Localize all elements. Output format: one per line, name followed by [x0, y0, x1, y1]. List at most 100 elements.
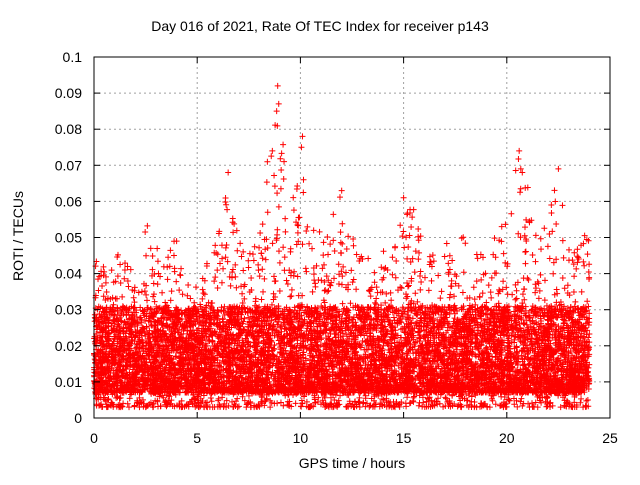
- data-point-plus: [344, 246, 350, 252]
- data-point-plus: [536, 295, 542, 301]
- data-point-plus: [240, 268, 246, 274]
- data-point-plus: [150, 294, 156, 300]
- data-point-plus: [579, 289, 585, 295]
- data-point-plus: [339, 221, 345, 227]
- data-point-plus: [267, 404, 273, 410]
- data-point-plus: [148, 245, 154, 251]
- data-point-plus: [381, 248, 387, 254]
- data-point-plus: [178, 272, 184, 278]
- data-point-plus: [393, 258, 399, 264]
- data-point-plus: [144, 223, 150, 229]
- data-point-plus: [533, 232, 539, 238]
- data-point-plus: [255, 267, 261, 273]
- data-point-plus: [303, 228, 309, 234]
- data-point-plus: [265, 209, 271, 215]
- data-point-plus: [538, 246, 544, 252]
- data-point-plus: [321, 239, 327, 245]
- data-point-plus: [285, 399, 291, 405]
- data-point-plus: [474, 278, 480, 284]
- data-point-plus: [93, 263, 99, 269]
- data-point-plus: [439, 288, 445, 294]
- data-point-plus: [119, 294, 125, 300]
- data-point-plus: [365, 255, 371, 261]
- data-point-plus: [514, 404, 520, 410]
- data-point-plus: [407, 346, 413, 352]
- data-point-plus: [277, 288, 283, 294]
- data-point-plus: [325, 252, 331, 258]
- data-point-plus: [415, 226, 421, 232]
- data-point-plus: [259, 266, 265, 272]
- data-point-plus: [462, 240, 468, 246]
- data-point-plus: [550, 271, 556, 277]
- data-point-plus: [348, 267, 354, 273]
- data-point-plus: [553, 327, 559, 333]
- data-point-plus: [165, 276, 171, 282]
- data-point-plus: [553, 221, 559, 227]
- data-point-plus: [417, 287, 423, 293]
- data-point-plus: [447, 295, 453, 301]
- data-point-plus: [584, 298, 590, 304]
- data-point-plus: [500, 278, 506, 284]
- data-point-plus: [317, 229, 323, 235]
- data-point-plus: [155, 281, 161, 287]
- data-point-plus: [288, 246, 294, 252]
- data-point-plus: [158, 403, 164, 409]
- data-point-plus: [310, 289, 316, 295]
- data-point-plus: [159, 290, 165, 296]
- data-point-plus: [193, 284, 199, 290]
- data-point-plus: [447, 267, 453, 273]
- data-point-plus: [173, 279, 179, 285]
- data-point-plus: [392, 244, 398, 250]
- data-point-plus: [489, 275, 495, 281]
- data-point-plus: [95, 288, 101, 294]
- data-point-plus: [571, 273, 577, 279]
- data-point-plus: [95, 276, 101, 282]
- data-point-plus: [215, 285, 221, 291]
- data-point-plus: [274, 400, 280, 406]
- data-point-plus: [496, 287, 502, 293]
- data-point-plus: [543, 404, 549, 410]
- data-point-plus: [560, 238, 566, 244]
- data-point-plus: [104, 289, 110, 295]
- data-point-plus: [339, 241, 345, 247]
- data-point-plus: [324, 234, 330, 240]
- data-point-plus: [530, 252, 536, 258]
- data-point-plus: [320, 252, 326, 258]
- data-point-plus: [408, 224, 414, 230]
- data-point-plus: [547, 255, 553, 261]
- data-point-plus: [405, 283, 411, 289]
- data-point-plus: [167, 247, 173, 253]
- data-point-plus: [572, 299, 578, 305]
- data-point-plus: [521, 286, 527, 292]
- data-point-plus: [211, 278, 217, 284]
- data-point-plus: [332, 248, 338, 254]
- data-point-plus: [209, 398, 215, 404]
- y-axis-label: ROTI / TECUs: [10, 186, 26, 286]
- data-point-plus: [404, 256, 410, 262]
- data-point-plus: [219, 280, 225, 286]
- data-point-plus: [171, 253, 177, 259]
- data-point-plus: [514, 288, 520, 294]
- data-point-plus: [508, 211, 514, 217]
- data-point-plus: [475, 255, 481, 261]
- data-point-plus: [303, 265, 309, 271]
- data-point-plus: [461, 269, 467, 275]
- data-point-plus: [542, 277, 548, 283]
- data-point-plus: [281, 159, 287, 165]
- data-point-plus: [571, 250, 577, 256]
- data-point-plus: [212, 242, 218, 248]
- data-point-plus: [388, 297, 394, 303]
- data-point-plus: [219, 394, 225, 400]
- data-point-plus: [338, 240, 344, 246]
- data-point-plus: [426, 287, 432, 293]
- data-point-plus: [282, 254, 288, 260]
- data-point-plus: [270, 240, 276, 246]
- data-point-plus: [575, 254, 581, 260]
- data-point-plus: [259, 296, 265, 302]
- data-point-plus: [478, 277, 484, 283]
- chart-title: Day 016 of 2021, Rate Of TEC Index for r…: [0, 18, 640, 34]
- data-point-plus: [118, 280, 124, 286]
- data-point-plus: [224, 207, 230, 213]
- data-point-plus: [474, 251, 480, 257]
